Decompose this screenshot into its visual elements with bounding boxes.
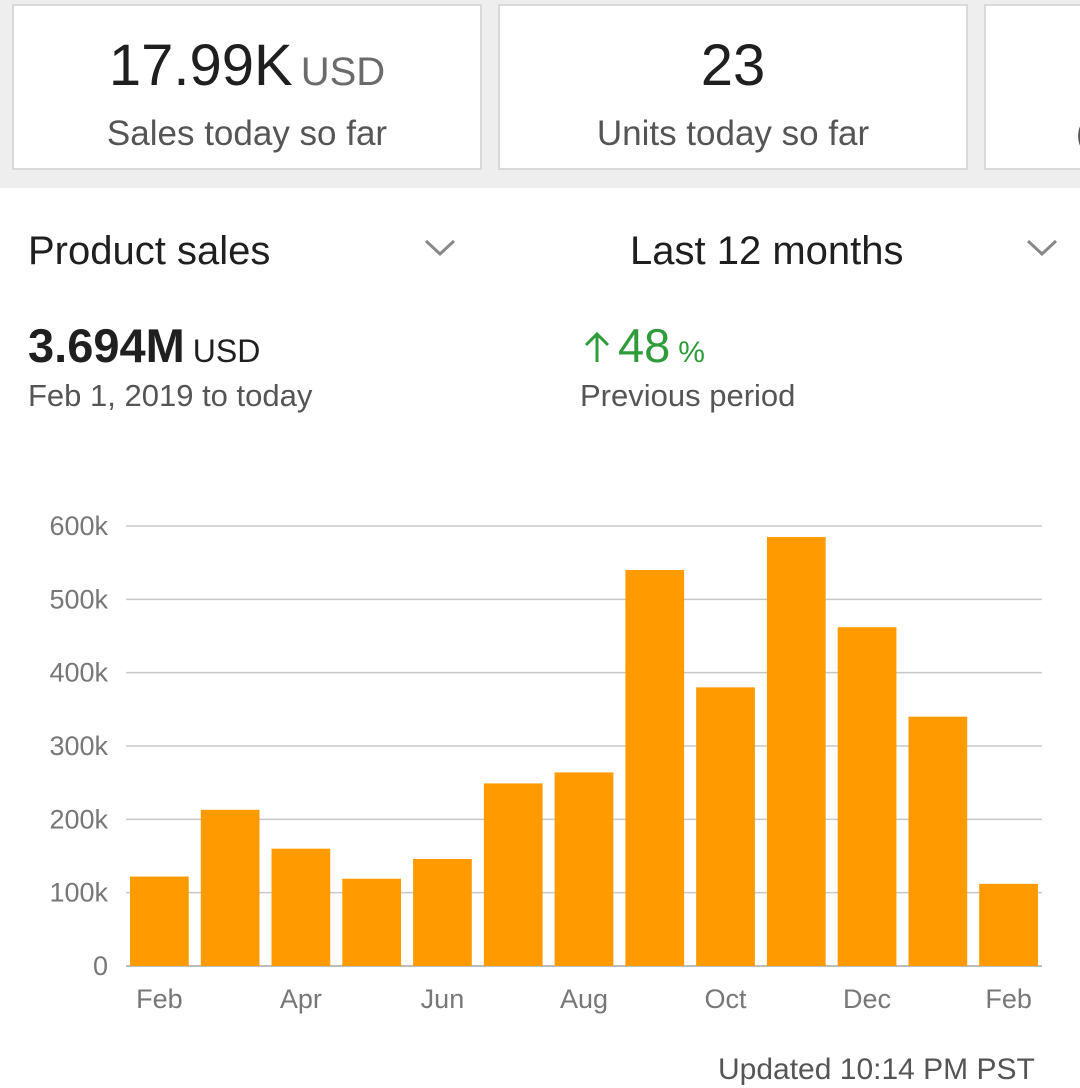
y-tick-label: 100k: [49, 878, 108, 908]
chart-bar[interactable]: [979, 883, 1038, 966]
chart-bar[interactable]: [130, 876, 189, 966]
chart-bar[interactable]: [625, 570, 685, 966]
chevron-down-icon[interactable]: [420, 232, 460, 262]
sales-today-value-line: 17.99K USD: [14, 34, 480, 104]
metric-dropdown[interactable]: Product sales: [28, 229, 271, 273]
third-summary-label: (: [1076, 114, 1080, 154]
change-value: 48: [618, 319, 671, 372]
arrow-up-icon: [584, 331, 610, 362]
third-summary-card[interactable]: (: [984, 4, 1080, 170]
x-tick-label: Aug: [560, 984, 608, 1014]
x-tick-label: Feb: [136, 984, 183, 1014]
y-tick-label: 400k: [49, 658, 108, 688]
change-indicator: 48%: [582, 320, 705, 384]
product-sales-bar-chart: 0 100k 200k 300k 400k 500k 600k Feb Apr Jun Aug Oc…: [49, 511, 1042, 1014]
chart-bar[interactable]: [342, 878, 402, 966]
sales-today-value: 17.99K: [108, 33, 293, 98]
units-today-label: Units today so far: [596, 114, 870, 153]
chart-bar[interactable]: [271, 848, 331, 966]
sales-today-unit: USD: [300, 50, 386, 94]
chart-bar[interactable]: [837, 627, 897, 966]
x-tick-label: Dec: [843, 984, 891, 1014]
y-tick-label: 500k: [49, 584, 108, 614]
total-sales-amount: 3.694M: [28, 319, 185, 372]
chart-bar[interactable]: [766, 537, 826, 966]
y-tick-label: 600k: [49, 511, 108, 541]
y-tick-label: 200k: [49, 804, 108, 834]
total-sales-unit: USD: [192, 333, 261, 369]
x-tick-label: Feb: [985, 984, 1032, 1014]
chart-bar[interactable]: [200, 809, 260, 966]
y-tick-label: 0: [93, 951, 108, 981]
x-tick-label: Apr: [280, 984, 322, 1014]
chart-bar[interactable]: [696, 687, 755, 966]
units-today-value: 23: [700, 33, 766, 98]
total-sales-value: 3.694M USD: [28, 320, 260, 377]
sales-today-card[interactable]: 17.99K USD Sales today so far: [12, 4, 482, 170]
sales-today-label: Sales today so far: [106, 114, 388, 153]
total-sales-range: Feb 1, 2019 to today: [28, 378, 313, 413]
chart-bar[interactable]: [483, 783, 543, 966]
chart-bar[interactable]: [554, 772, 614, 966]
x-tick-label: Oct: [705, 984, 748, 1014]
chart-bars: [130, 537, 1038, 966]
y-tick-label: 300k: [49, 731, 108, 761]
last-updated-text: Updated 10:14 PM PST: [718, 1053, 1035, 1086]
chart-y-axis: 0 100k 200k 300k 400k 500k 600k: [49, 511, 108, 981]
period-dropdown[interactable]: Last 12 months: [630, 229, 904, 273]
chevron-down-icon[interactable]: [1022, 232, 1062, 262]
change-label: Previous period: [580, 378, 796, 413]
change-unit: %: [678, 336, 705, 369]
x-tick-label: Jun: [421, 984, 465, 1014]
chart-bar[interactable]: [908, 716, 968, 966]
chart-x-axis: Feb Apr Jun Aug Oct Dec Feb: [136, 984, 1032, 1014]
chart-bar[interactable]: [413, 858, 472, 966]
units-today-card[interactable]: 23 Units today so far: [498, 4, 968, 170]
